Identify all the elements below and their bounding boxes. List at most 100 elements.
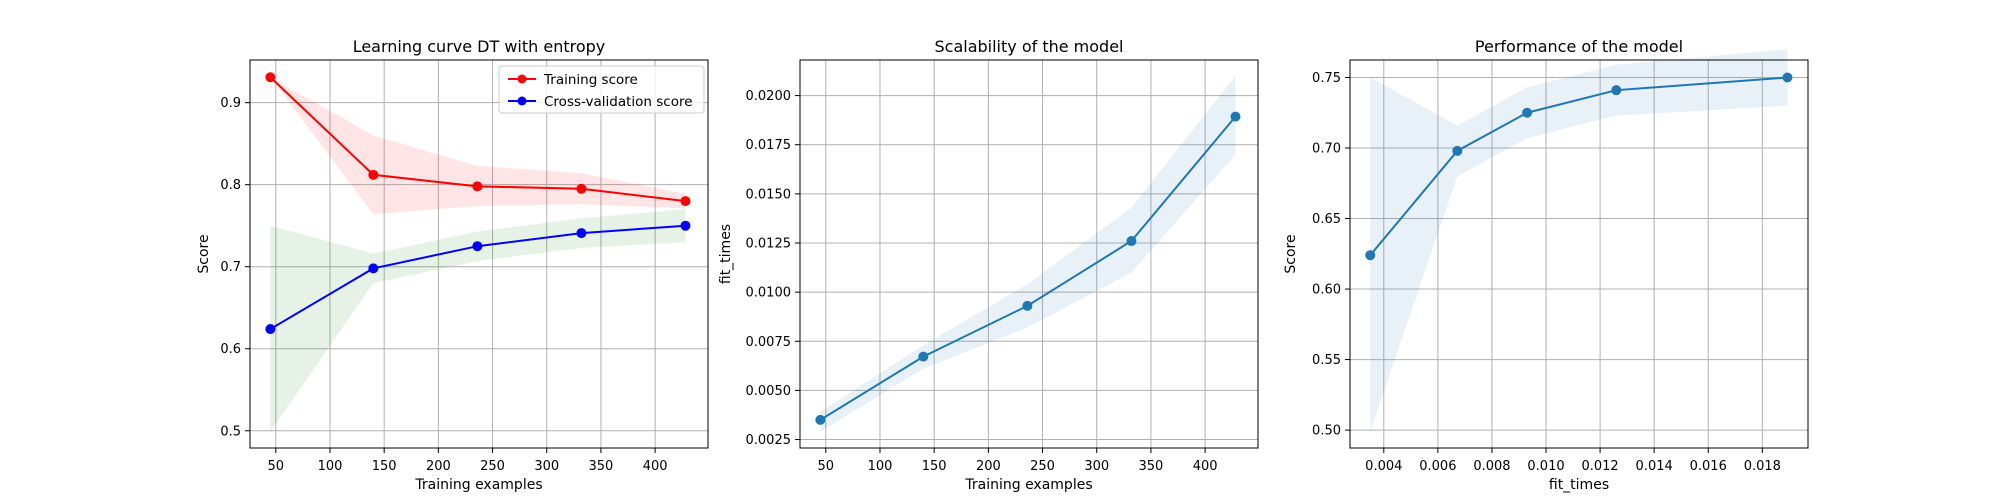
y-axis-label: fit_times	[718, 224, 734, 284]
series-markers	[1365, 72, 1793, 261]
grid	[250, 60, 708, 448]
x-ticks: 50 100 150 200 250 300 350 400	[268, 448, 668, 474]
y-tick-label: 0.0175	[746, 138, 792, 153]
y-tick-label: 0.55	[1312, 353, 1341, 368]
series-point	[1611, 85, 1622, 96]
y-tick-label: 0.70	[1312, 142, 1341, 157]
x-tick-label: 200	[426, 459, 451, 474]
y-tick-label: 0.0200	[746, 89, 792, 104]
y-axis-label: Score	[196, 234, 212, 273]
std-bands	[1370, 49, 1788, 432]
x-tick-label: 350	[1139, 459, 1164, 474]
x-tick-label: 0.014	[1636, 459, 1673, 474]
std-bands	[820, 75, 1236, 432]
legend: Training score Cross-validation score	[498, 65, 705, 114]
training-score-point	[576, 183, 587, 194]
legend-marker-cross-validation	[517, 96, 527, 106]
legend-marker-training	[517, 74, 527, 84]
y-tick-label: 0.8	[220, 178, 241, 193]
x-axis-label: fit_times	[1549, 477, 1609, 493]
y-tick-label: 0.0150	[746, 187, 792, 202]
y-tick-label: 0.5	[220, 424, 241, 439]
y-tick-label: 0.75	[1312, 71, 1341, 86]
series-point	[1522, 107, 1533, 118]
plot-title: Scalability of the model	[935, 37, 1124, 56]
y-tick-label: 0.9	[220, 96, 241, 111]
series-std-band	[1370, 49, 1788, 432]
training-score-point	[680, 196, 691, 207]
y-tick-label: 0.7	[220, 260, 241, 275]
y-tick-label: 0.0075	[746, 335, 792, 350]
cross-validation-score-point	[265, 324, 276, 335]
series-point	[1782, 72, 1793, 83]
y-ticks: 0.5 0.6 0.7 0.8 0.9	[220, 96, 250, 439]
plot-title: Learning curve DT with entropy	[353, 37, 606, 56]
x-tick-label: 0.012	[1581, 459, 1618, 474]
x-tick-label: 300	[1084, 459, 1109, 474]
series-point	[1126, 236, 1137, 247]
learning-curve-panel: 50 100 150 200 250 300 350 400 0.50.60.70.80.9 …	[196, 37, 709, 493]
y-tick-label: 0.0100	[746, 286, 792, 301]
cross-validation-score-point	[472, 241, 483, 252]
series-point	[1230, 111, 1241, 122]
series-point	[1365, 250, 1376, 261]
axes-frame	[1349, 59, 1809, 449]
x-axis-label: Training examples	[414, 477, 542, 493]
y-tick-label: 0.6	[220, 342, 241, 357]
axes-frame	[799, 59, 1259, 449]
x-tick-label: 100	[318, 459, 343, 474]
grid	[800, 60, 1258, 448]
x-tick-label: 300	[534, 459, 559, 474]
y-tick-label: 0.0050	[746, 384, 792, 399]
x-tick-label: 150	[372, 459, 397, 474]
performance-panel: 0.004 0.006 0.008 0.010 0.012 0.014 0.016 0.018…	[1283, 37, 1809, 493]
y-ticks: 0.0025 0.0050 0.0075 0.0100 0.0125 0.0150 0.01…	[746, 89, 800, 448]
x-tick-label: 0.008	[1473, 459, 1510, 474]
x-tick-label: 400	[643, 459, 668, 474]
x-ticks: 50 100 150 200 250 300 350 400	[818, 448, 1218, 474]
legend-label-training: Training score	[543, 72, 638, 88]
series-point	[1022, 300, 1033, 311]
x-tick-label: 50	[818, 459, 835, 474]
y-tick-label: 0.60	[1312, 283, 1341, 298]
training-score-point	[472, 181, 483, 192]
scalability-panel: 50 100 150 200 250 300 350 400 0.00250.00500.00…	[718, 37, 1259, 493]
x-tick-label: 400	[1193, 459, 1218, 474]
x-tick-label: 100	[868, 459, 893, 474]
y-tick-label: 0.50	[1312, 424, 1341, 439]
y-tick-label: 0.0125	[746, 236, 792, 251]
series-point	[918, 351, 929, 362]
x-axis-label: Training examples	[964, 477, 1092, 493]
x-tick-label: 250	[1030, 459, 1055, 474]
x-tick-label: 200	[976, 459, 1001, 474]
series-point	[815, 414, 826, 425]
y-tick-label: 0.65	[1312, 212, 1341, 227]
series-std-band	[820, 75, 1236, 432]
x-tick-label: 0.006	[1419, 459, 1456, 474]
legend-box	[498, 65, 705, 114]
x-tick-label: 0.010	[1527, 459, 1564, 474]
x-tick-label: 0.004	[1365, 459, 1402, 474]
training-score-std-band	[270, 77, 686, 215]
series-point	[1452, 145, 1463, 156]
y-ticks: 0.50 0.55 0.60 0.65 0.70 0.75	[1312, 71, 1350, 439]
legend-label-cross-validation: Cross-validation score	[544, 94, 693, 110]
axes-frame	[249, 59, 709, 449]
cross-validation-score-point	[368, 263, 379, 274]
x-tick-label: 250	[480, 459, 505, 474]
x-tick-label: 0.018	[1744, 459, 1781, 474]
cross-validation-score-point	[576, 228, 587, 239]
plot-title: Performance of the model	[1475, 37, 1683, 56]
x-tick-label: 350	[589, 459, 614, 474]
x-tick-label: 50	[268, 459, 285, 474]
grid	[1350, 60, 1808, 448]
x-ticks: 0.004 0.006 0.008 0.010 0.012 0.014 0.016 0.018	[1365, 448, 1781, 474]
y-axis-label: Score	[1283, 234, 1299, 273]
x-tick-label: 150	[922, 459, 947, 474]
y-tick-label: 0.0025	[746, 433, 792, 448]
series-markers	[265, 72, 691, 335]
series-markers	[815, 111, 1241, 425]
training-score-point	[265, 72, 276, 83]
